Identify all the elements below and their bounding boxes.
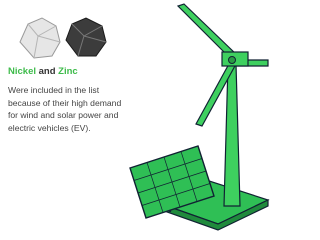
body-line: electric vehicles (EV).: [8, 122, 121, 135]
body-text: Were included in the list because of the…: [8, 84, 121, 134]
turbine-hub: [229, 57, 236, 64]
nickel-mineral: [20, 18, 60, 58]
heading-conjunction: and: [39, 66, 56, 77]
heading-mineral: Zinc: [58, 66, 78, 77]
body-line: because of their high demand: [8, 97, 121, 110]
body-line: for wind and solar power and: [8, 109, 121, 122]
heading-mineral: Nickel: [8, 66, 36, 77]
body-line: Were included in the list: [8, 84, 121, 97]
infographic: Nickel and Zinc Were included in the lis…: [0, 0, 271, 240]
turbine-tower: [224, 64, 240, 206]
heading: Nickel and Zinc: [8, 66, 78, 77]
